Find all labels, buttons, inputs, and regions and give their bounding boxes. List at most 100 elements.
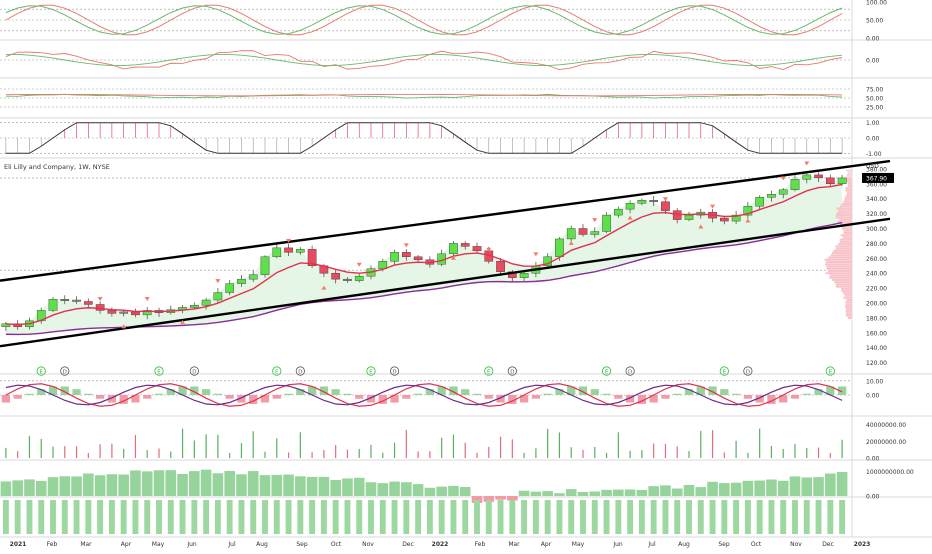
candle[interactable]	[84, 301, 93, 305]
earnings-marker[interactable]	[601, 366, 612, 376]
candle[interactable]	[48, 299, 58, 311]
signal-strip-bar	[262, 500, 268, 534]
obv-bar	[766, 479, 777, 496]
candle[interactable]	[248, 274, 258, 280]
candle[interactable]	[672, 210, 682, 220]
rsi-tick-label: 25.00	[866, 105, 883, 112]
candle[interactable]	[225, 283, 234, 293]
candle[interactable]	[213, 292, 223, 301]
candle[interactable]	[755, 197, 764, 207]
candle[interactable]	[402, 252, 411, 258]
candle[interactable]	[519, 272, 529, 278]
obv-bar	[295, 476, 306, 496]
candle[interactable]	[190, 305, 199, 308]
price-tick-label: 140.00	[866, 345, 887, 352]
dividend-marker[interactable]	[625, 366, 635, 376]
dividend-marker[interactable]	[189, 366, 199, 376]
candle[interactable]	[731, 214, 741, 222]
earnings-marker[interactable]	[484, 366, 494, 376]
earnings-marker[interactable]	[36, 366, 46, 376]
earnings-marker[interactable]	[154, 366, 164, 376]
candle[interactable]	[107, 310, 117, 314]
obv-bar	[589, 491, 601, 496]
candle[interactable]	[72, 299, 81, 302]
candle[interactable]	[814, 174, 823, 179]
candle[interactable]	[802, 174, 812, 180]
candle[interactable]	[343, 278, 352, 281]
candle[interactable]	[354, 275, 364, 281]
earnings-marker[interactable]	[272, 366, 282, 376]
candle[interactable]	[743, 205, 753, 216]
candle[interactable]	[201, 299, 211, 306]
dividend-marker[interactable]	[295, 366, 305, 376]
macd-histogram-bar	[119, 395, 128, 404]
candle[interactable]	[331, 272, 340, 280]
candle[interactable]	[720, 217, 729, 222]
candle[interactable]	[625, 202, 635, 210]
candle[interactable]	[590, 231, 600, 235]
dividend-marker[interactable]	[743, 366, 753, 376]
candle[interactable]	[413, 256, 423, 260]
macd-histogram-bar	[13, 395, 22, 399]
macd-histogram-bar	[48, 386, 58, 395]
macd-histogram-bar	[802, 393, 811, 395]
buy-signal-arrow	[627, 215, 633, 220]
macd-histogram-bar	[543, 393, 552, 395]
candle[interactable]	[119, 311, 128, 314]
x-axis-label: Feb	[47, 541, 58, 548]
candle[interactable]	[449, 243, 458, 255]
earnings-marker[interactable]	[825, 366, 835, 376]
candle[interactable]	[661, 201, 670, 211]
signal-strip-bar	[509, 500, 516, 534]
candle[interactable]	[60, 299, 70, 301]
candle[interactable]	[614, 208, 623, 216]
buy-signal-arrow	[321, 285, 327, 290]
candle[interactable]	[767, 194, 776, 198]
dividend-marker[interactable]	[60, 366, 70, 376]
candle[interactable]	[390, 252, 399, 262]
obv-bar	[660, 485, 671, 496]
earnings-marker[interactable]	[719, 366, 729, 376]
signal-strip-bar	[615, 500, 622, 534]
candle[interactable]	[602, 214, 611, 232]
candle[interactable]	[142, 310, 152, 316]
macd-histogram-bar	[779, 395, 788, 403]
candle[interactable]	[95, 304, 105, 311]
candle[interactable]	[496, 261, 505, 272]
candle[interactable]	[790, 179, 800, 190]
sell-signal-arrow	[710, 204, 716, 209]
candle[interactable]	[307, 249, 317, 266]
dividend-marker[interactable]	[389, 366, 400, 376]
candle[interactable]	[237, 278, 246, 284]
candle[interactable]	[578, 228, 588, 235]
channel-upper-line[interactable]	[0, 159, 891, 282]
obv-bar	[518, 490, 530, 496]
macd-histogram-bar	[731, 393, 741, 395]
candle[interactable]	[472, 246, 482, 252]
candle[interactable]	[460, 243, 470, 247]
macd-histogram-bar	[519, 395, 529, 403]
candle[interactable]	[296, 249, 305, 253]
candle[interactable]	[284, 247, 293, 253]
candle[interactable]	[826, 177, 835, 185]
macd-signal-line	[5, 384, 843, 406]
volume-profile-bar	[841, 290, 852, 293]
candle[interactable]	[272, 247, 282, 258]
x-axis-label: Mar	[80, 541, 92, 548]
earnings-marker[interactable]	[366, 366, 376, 376]
candle[interactable]	[684, 214, 694, 220]
candle[interactable]	[260, 256, 270, 275]
candle[interactable]	[131, 311, 140, 316]
candle[interactable]	[13, 323, 22, 328]
candle[interactable]	[566, 228, 576, 240]
signal-strip-bar	[721, 500, 728, 534]
channel-lower-line[interactable]	[0, 217, 891, 348]
candle[interactable]	[837, 177, 847, 185]
candle[interactable]	[637, 200, 647, 204]
dividend-marker[interactable]	[507, 366, 517, 376]
candle[interactable]	[555, 238, 564, 258]
candle[interactable]	[778, 189, 788, 195]
candle[interactable]	[649, 200, 658, 202]
macd-histogram-bar	[237, 395, 246, 403]
